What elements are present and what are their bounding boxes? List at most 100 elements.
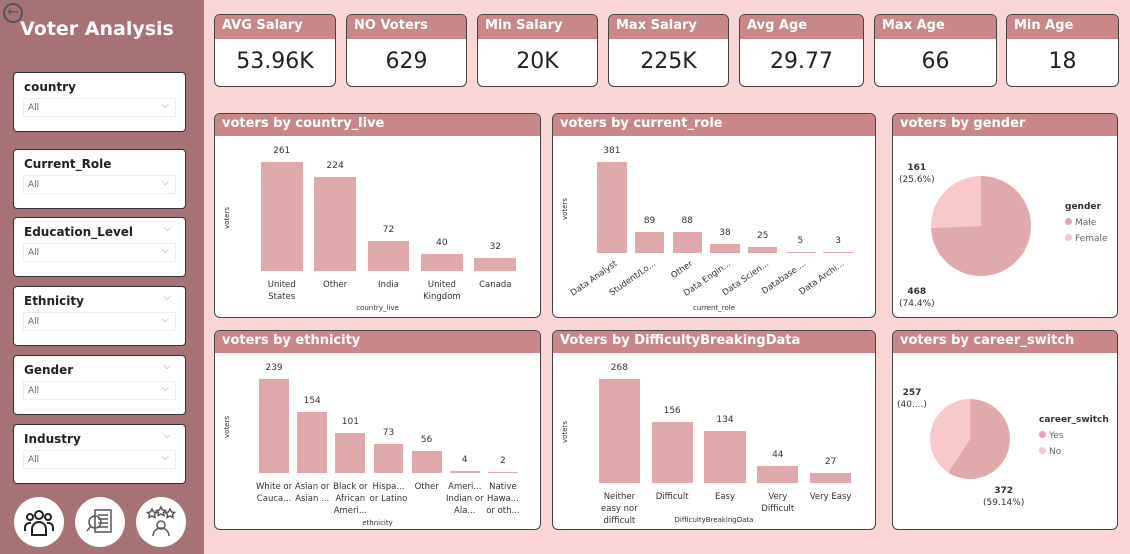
bar[interactable] [672, 231, 702, 253]
bar[interactable] [474, 257, 517, 271]
x-axis-title: ethnicity [362, 519, 393, 527]
bar[interactable] [421, 254, 463, 271]
category-label: Native Hawa... or oth... [486, 482, 520, 516]
data-label: 239 [265, 363, 283, 373]
chevron-down-icon: ⌵ [161, 314, 169, 325]
category-label: Neither easy nor difficult [601, 492, 638, 526]
chevron-down-icon[interactable]: ⌵ [163, 223, 171, 234]
bar[interactable] [598, 379, 640, 483]
kpi-label: AVG Salary [215, 15, 335, 39]
slicer-dropdown[interactable]: All ⌵ [23, 243, 176, 262]
chart-role: voters by current_role 381 Data Analyst 89 S… [552, 113, 876, 318]
slicer-current_role: Current_Role All ⌵ [13, 149, 186, 209]
bar[interactable] [597, 162, 627, 253]
legend-item[interactable]: Yes [1039, 431, 1109, 441]
bar[interactable] [748, 247, 778, 253]
category-label: Other [414, 482, 439, 492]
kpi-value: 29.77 [770, 49, 833, 74]
back-arrow-icon[interactable]: ← [3, 3, 23, 23]
bar[interactable] [411, 450, 442, 473]
slicer-value: All [28, 317, 40, 327]
data-label: 27 [824, 456, 837, 467]
bar[interactable] [785, 251, 816, 253]
kpi-value: 20K [516, 49, 559, 74]
bar[interactable] [373, 444, 404, 473]
y-axis-title: voters [223, 415, 231, 438]
slice-value: 372 [994, 486, 1014, 496]
slicer-dropdown[interactable]: All ⌵ [23, 175, 176, 194]
bar[interactable] [634, 231, 665, 253]
data-label: 154 [303, 396, 321, 407]
slicer-label: Ethnicity [24, 294, 84, 308]
legend-swatch [1039, 431, 1046, 438]
data-label: 268 [610, 363, 628, 373]
bar[interactable] [335, 433, 366, 473]
legend-item[interactable]: Male [1065, 218, 1108, 228]
slicer-gender: Gender ⌵ All ⌵ [13, 355, 186, 415]
chevron-down-icon[interactable]: ⌵ [163, 361, 171, 372]
bar[interactable] [710, 243, 740, 253]
slicer-dropdown[interactable]: All ⌵ [23, 450, 176, 469]
slice-percent: (74.4%) [899, 299, 935, 309]
data-label: 5 [797, 235, 804, 246]
people-group-icon[interactable] [14, 497, 64, 547]
chevron-down-icon[interactable]: ⌵ [163, 292, 171, 303]
pie-slice-no[interactable] [930, 399, 970, 473]
slicer-value: All [28, 180, 40, 190]
data-label: 44 [772, 449, 784, 460]
sidebar: ← Voter Analysis country All ⌵ Current_Role… [0, 0, 204, 554]
data-label: 89 [643, 215, 656, 226]
bar[interactable] [297, 412, 328, 473]
kpi-value: 629 [385, 49, 428, 74]
slicer-dropdown[interactable]: All ⌵ [23, 98, 176, 117]
kpi-label: Min Age [1007, 15, 1118, 39]
chart-body: 468 (74.4%) 161 (25.6%) gender Male Female [893, 136, 1117, 317]
slicer-dropdown[interactable]: All ⌵ [23, 381, 176, 400]
pie-slice-female[interactable] [931, 176, 981, 228]
pie-slice-yes[interactable] [948, 399, 1010, 479]
kpi-card: NO Voters 629 [346, 14, 467, 87]
category-label: Very Easy [809, 492, 852, 502]
legend-item[interactable]: Female [1065, 234, 1108, 244]
slice-value: 468 [907, 287, 927, 297]
data-label: 4 [461, 455, 468, 466]
kpi-label: NO Voters [347, 15, 466, 39]
slicer-label: Current_Role [24, 157, 112, 171]
category-label: India [378, 280, 399, 290]
bar[interactable] [704, 431, 746, 483]
bar[interactable] [757, 465, 799, 483]
chart-career: voters by career_switch 372 (59.14%) 257 (40… [892, 330, 1118, 530]
legend-swatch [1039, 447, 1046, 454]
chevron-down-icon[interactable]: ⌵ [163, 430, 171, 441]
bar[interactable] [259, 379, 289, 473]
category-label: Hispa... or Latino [369, 482, 408, 504]
slicer-value: All [28, 386, 40, 396]
kpi-card: Min Salary 20K [477, 14, 598, 87]
slicer-dropdown[interactable]: All ⌵ [23, 312, 176, 331]
pie-slice-male[interactable] [931, 176, 1031, 276]
y-axis-title: voters [561, 420, 569, 443]
category-label: Asian or Asian ... [294, 482, 330, 504]
slicer-label: Industry [24, 432, 81, 446]
bar[interactable] [260, 162, 303, 271]
legend-item[interactable]: No [1039, 447, 1109, 457]
kpi-label: Max Age [875, 15, 996, 39]
pie-chart [931, 176, 1031, 276]
bar[interactable] [314, 177, 356, 271]
bar[interactable] [488, 472, 518, 474]
bar[interactable] [449, 471, 480, 473]
legend-label: Female [1075, 234, 1108, 244]
bar[interactable] [810, 472, 852, 483]
user-rating-icon[interactable] [136, 497, 186, 547]
x-axis-title: country_live [356, 304, 399, 312]
data-label: 3 [835, 236, 841, 247]
data-label: 72 [382, 224, 395, 235]
bar[interactable] [823, 252, 853, 254]
bar[interactable] [367, 240, 410, 271]
pie-chart [930, 399, 1010, 479]
document-search-icon[interactable] [75, 497, 125, 547]
bar[interactable] [651, 422, 693, 483]
legend-swatch [1065, 218, 1072, 225]
data-label: 56 [420, 434, 433, 445]
kpi-card: Min Age 18 [1006, 14, 1119, 87]
